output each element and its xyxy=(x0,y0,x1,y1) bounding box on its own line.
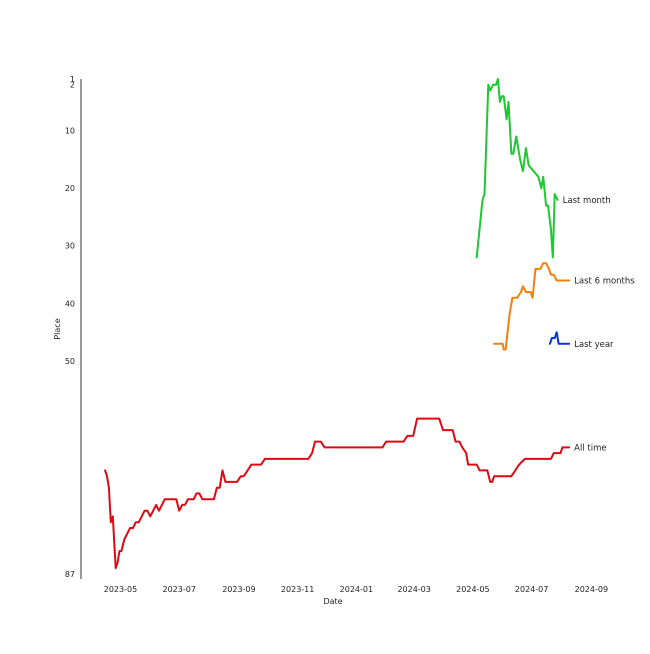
series-label-last-month: Last month xyxy=(563,196,611,206)
y-tick-label: 50 xyxy=(65,357,75,366)
x-tick-label: 2024-07 xyxy=(515,585,548,594)
y-tick-label: 87 xyxy=(65,570,75,579)
x-tick-label: 2024-05 xyxy=(456,585,489,594)
x-tick-label: 2024-09 xyxy=(575,585,608,594)
y-tick-label: 1 xyxy=(70,75,75,84)
series-line-all-time xyxy=(104,417,571,570)
series-label-last-year: Last year xyxy=(574,340,614,350)
y-tick-label: 30 xyxy=(65,242,75,251)
x-tick-label: 2024-03 xyxy=(397,585,430,594)
x-axis-title: Date xyxy=(323,597,342,606)
series-lines xyxy=(104,78,571,570)
x-tick-label: 2023-09 xyxy=(222,585,255,594)
y-tick-label: 10 xyxy=(65,127,75,136)
x-tick-label: 2023-05 xyxy=(104,585,137,594)
series-label-last-6-months: Last 6 months xyxy=(574,276,635,286)
x-tick-label: 2024-01 xyxy=(340,585,373,594)
series-line-last-month xyxy=(475,78,559,259)
series-label-all-time: All time xyxy=(574,443,606,453)
y-tick-label: 20 xyxy=(65,184,75,193)
x-tick-label: 2023-07 xyxy=(162,585,195,594)
y-tick-label: 2 xyxy=(70,81,75,90)
axes: 12 10 20 30 40 50 87 2023-05 2023-07 2023-09 2023-… xyxy=(53,75,608,606)
y-tick-label: 40 xyxy=(65,299,75,308)
series-labels: All time Last year Last 6 months Last month xyxy=(563,196,636,454)
y-axis-title: Place xyxy=(53,318,62,339)
x-tick-label: 2023-11 xyxy=(281,585,314,594)
series-line-last-year xyxy=(548,331,571,345)
series-line-last-6-months xyxy=(493,262,571,351)
